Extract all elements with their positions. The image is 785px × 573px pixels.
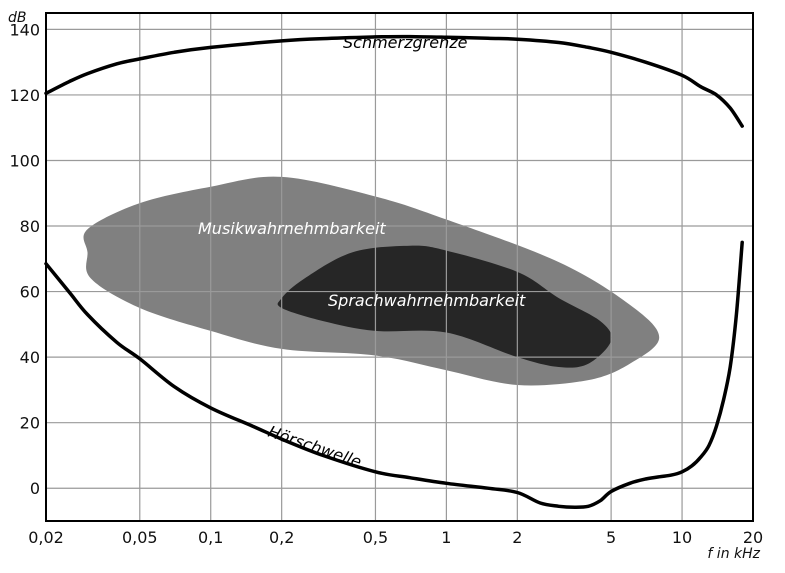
curves-layer (44, 34, 744, 509)
y-tick-label: 80 (20, 217, 40, 236)
areas-layer (83, 176, 660, 386)
x-tick-label: 20 (743, 528, 763, 547)
x-tick-label: 1 (441, 528, 451, 547)
grid-layer (45, 13, 754, 521)
schmerzgrenze-label: Schmerzgrenze (343, 33, 468, 52)
y-tick-label: 60 (20, 283, 40, 302)
x-tick-label: 0,5 (363, 528, 388, 547)
y-tick-label: 0 (30, 479, 40, 498)
x-tick-label: 10 (672, 528, 692, 547)
musikwahrnehmbarkeit-label: Musikwahrnehmbarkeit (198, 219, 386, 238)
x-tick-label: 2 (512, 528, 522, 547)
x-unit-label: f in kHz (707, 546, 760, 562)
x-tick-label: 0,05 (122, 528, 158, 547)
x-tick-label: 5 (606, 528, 616, 547)
y-tick-label: 100 (9, 151, 40, 170)
x-tick-label: 0,02 (28, 528, 64, 547)
y-tick-label: 40 (20, 348, 40, 367)
tick-labels: 0,02 0,05 0,1 0,2 0,5 1 2 5 10 20 0 20 40 60 80 100 120 1… (9, 20, 763, 547)
horschwelle-curve (44, 240, 744, 509)
x-tick-label: 0,1 (198, 528, 223, 547)
plot-frame (45, 12, 754, 522)
sprachwahrnehmbarkeit-label: Sprachwahrnehmbarkeit (328, 291, 526, 310)
x-tick-label: 0,2 (269, 528, 294, 547)
y-tick-label: 140 (9, 20, 40, 39)
y-unit-label: dB (8, 10, 27, 26)
y-tick-label: 20 (20, 414, 40, 433)
schmerzgrenze-curve (44, 34, 744, 128)
sprachwahrnehmbarkeit-area (277, 245, 612, 368)
y-tick-label: 120 (9, 86, 40, 105)
horschwelle-label: Hörschwelle (266, 422, 364, 472)
